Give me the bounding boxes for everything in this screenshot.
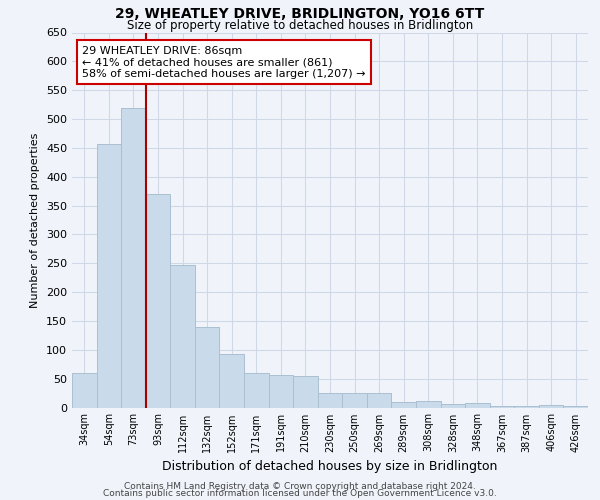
Bar [170,265,195,408]
Bar [97,144,121,407]
Bar [416,400,440,407]
Text: 29, WHEATLEY DRIVE, BRIDLINGTON, YO16 6TT: 29, WHEATLEY DRIVE, BRIDLINGTON, YO16 6T… [115,8,485,22]
Bar [293,376,318,408]
Bar [195,326,220,407]
Bar [269,374,293,408]
Bar [440,404,465,407]
Bar [539,404,563,407]
Bar [563,406,588,407]
Bar [220,354,244,408]
Bar [318,393,342,407]
Bar [514,406,539,407]
Y-axis label: Number of detached properties: Number of detached properties [31,132,40,308]
Bar [72,373,97,408]
Bar [391,402,416,407]
Bar [490,406,514,407]
Bar [367,393,391,407]
Text: 29 WHEATLEY DRIVE: 86sqm
← 41% of detached houses are smaller (861)
58% of semi-: 29 WHEATLEY DRIVE: 86sqm ← 41% of detach… [82,46,366,79]
Bar [146,194,170,408]
Bar [121,108,146,408]
X-axis label: Distribution of detached houses by size in Bridlington: Distribution of detached houses by size … [163,460,497,473]
Bar [342,393,367,407]
Bar [244,373,269,408]
Bar [465,403,490,407]
Text: Size of property relative to detached houses in Bridlington: Size of property relative to detached ho… [127,18,473,32]
Text: Contains HM Land Registry data © Crown copyright and database right 2024.: Contains HM Land Registry data © Crown c… [124,482,476,491]
Text: Contains public sector information licensed under the Open Government Licence v3: Contains public sector information licen… [103,489,497,498]
